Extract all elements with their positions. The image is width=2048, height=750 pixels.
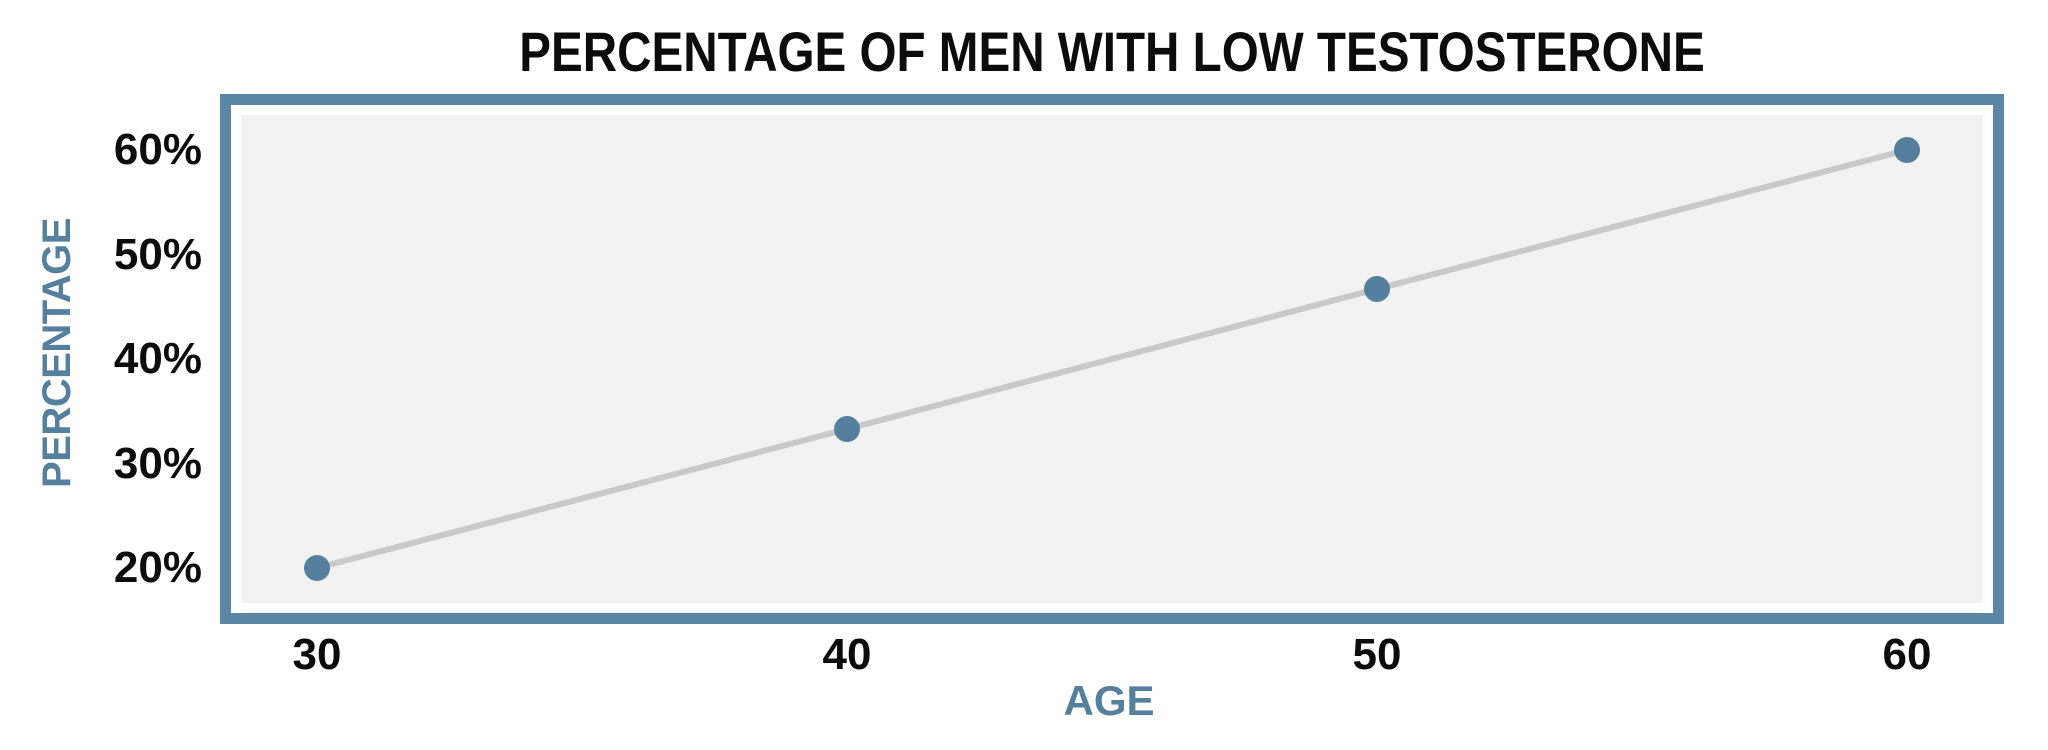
data-point (1894, 137, 1920, 163)
x-tick-label: 60 (1882, 630, 1932, 679)
y-tick-label: 20% (113, 543, 202, 592)
y-tick-label: 30% (113, 438, 202, 488)
chart-title: PERCENTAGE OF MEN WITH LOW TESTOSTERONE (519, 20, 1705, 83)
x-tick-label: 40 (822, 630, 872, 679)
y-tick-label: 40% (113, 334, 202, 383)
x-tick-label: 50 (1352, 630, 1402, 679)
y-tick-label: 60% (113, 125, 202, 174)
x-axis-label: AGE (1063, 677, 1155, 724)
data-point (1364, 275, 1390, 302)
line-series-canvas (304, 137, 1920, 581)
plot-frame (220, 94, 2004, 624)
series-line (316, 147, 1908, 571)
y-tick-label: 50% (113, 229, 202, 279)
plot-area (241, 115, 1983, 603)
data-point (304, 555, 330, 581)
data-point (834, 416, 860, 443)
x-tick-label: 30 (292, 630, 342, 679)
